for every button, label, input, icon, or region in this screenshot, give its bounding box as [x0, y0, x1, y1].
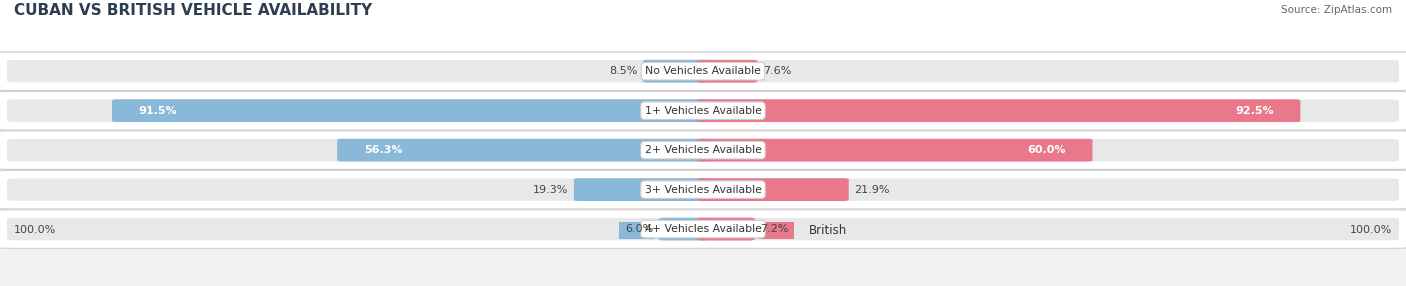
- FancyBboxPatch shape: [697, 218, 755, 241]
- FancyBboxPatch shape: [0, 0, 1406, 51]
- FancyBboxPatch shape: [337, 139, 709, 162]
- FancyBboxPatch shape: [759, 222, 794, 239]
- Text: 1+ Vehicles Available: 1+ Vehicles Available: [644, 106, 762, 116]
- Text: 6.0%: 6.0%: [626, 224, 654, 234]
- Text: 92.5%: 92.5%: [1234, 106, 1274, 116]
- Text: 100.0%: 100.0%: [14, 225, 56, 235]
- FancyBboxPatch shape: [697, 139, 1092, 162]
- Text: Source: ZipAtlas.com: Source: ZipAtlas.com: [1281, 5, 1392, 15]
- FancyBboxPatch shape: [112, 99, 709, 122]
- Text: 19.3%: 19.3%: [533, 185, 568, 194]
- Text: 7.2%: 7.2%: [761, 224, 789, 234]
- Text: 21.9%: 21.9%: [855, 185, 890, 194]
- FancyBboxPatch shape: [7, 60, 1399, 82]
- FancyBboxPatch shape: [7, 100, 1399, 122]
- Text: No Vehicles Available: No Vehicles Available: [645, 66, 761, 76]
- Text: 8.5%: 8.5%: [609, 66, 637, 76]
- FancyBboxPatch shape: [0, 131, 1406, 169]
- Text: 91.5%: 91.5%: [139, 106, 177, 116]
- FancyBboxPatch shape: [659, 218, 709, 241]
- Text: 56.3%: 56.3%: [364, 145, 402, 155]
- Text: 7.6%: 7.6%: [763, 66, 792, 76]
- Text: 100.0%: 100.0%: [1350, 225, 1392, 235]
- FancyBboxPatch shape: [574, 178, 709, 201]
- FancyBboxPatch shape: [697, 99, 1301, 122]
- FancyBboxPatch shape: [0, 92, 1406, 130]
- Text: 4+ Vehicles Available: 4+ Vehicles Available: [644, 224, 762, 234]
- FancyBboxPatch shape: [697, 178, 849, 201]
- FancyBboxPatch shape: [7, 139, 1399, 161]
- FancyBboxPatch shape: [619, 222, 654, 239]
- FancyBboxPatch shape: [697, 60, 758, 83]
- FancyBboxPatch shape: [643, 60, 709, 83]
- Text: CUBAN VS BRITISH VEHICLE AVAILABILITY: CUBAN VS BRITISH VEHICLE AVAILABILITY: [14, 3, 373, 17]
- FancyBboxPatch shape: [0, 52, 1406, 90]
- FancyBboxPatch shape: [0, 170, 1406, 209]
- FancyBboxPatch shape: [7, 218, 1399, 240]
- Text: 60.0%: 60.0%: [1028, 145, 1066, 155]
- FancyBboxPatch shape: [0, 210, 1406, 248]
- Text: Cuban: Cuban: [668, 224, 706, 237]
- FancyBboxPatch shape: [7, 178, 1399, 201]
- Text: British: British: [808, 224, 846, 237]
- Text: 2+ Vehicles Available: 2+ Vehicles Available: [644, 145, 762, 155]
- Text: 3+ Vehicles Available: 3+ Vehicles Available: [644, 185, 762, 194]
